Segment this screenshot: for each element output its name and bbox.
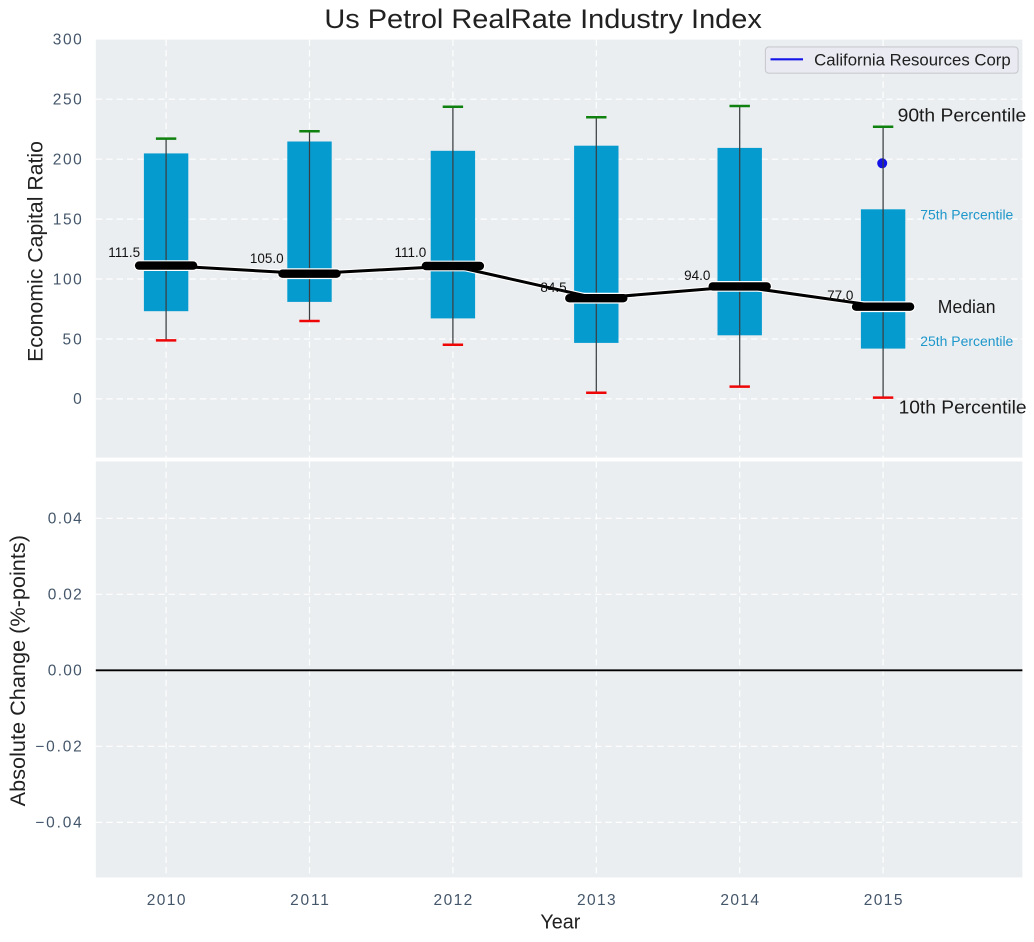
svg-text:0.00: 0.00 xyxy=(48,663,82,680)
svg-text:111.0: 111.0 xyxy=(395,245,427,260)
svg-text:0: 0 xyxy=(73,391,82,408)
svg-text:84.5: 84.5 xyxy=(540,280,566,295)
svg-text:Absolute Change (%-points): Absolute Change (%-points) xyxy=(7,535,30,806)
svg-text:25th Percentile: 25th Percentile xyxy=(920,334,1013,349)
svg-text:10th Percentile: 10th Percentile xyxy=(899,398,1027,418)
svg-text:Year: Year xyxy=(540,912,580,934)
svg-text:300: 300 xyxy=(53,32,82,49)
svg-text:Economic Capital Ratio: Economic Capital Ratio xyxy=(24,141,47,362)
svg-text:Us Petrol RealRate Industry In: Us Petrol RealRate Industry Index xyxy=(324,4,762,34)
svg-text:105.0: 105.0 xyxy=(250,251,284,266)
svg-text:75th Percentile: 75th Percentile xyxy=(920,208,1013,223)
svg-text:−0.04: −0.04 xyxy=(35,815,82,832)
svg-text:Median: Median xyxy=(938,297,996,317)
svg-text:150: 150 xyxy=(53,211,82,228)
svg-text:100: 100 xyxy=(53,271,82,288)
svg-text:2010: 2010 xyxy=(147,892,186,909)
svg-text:2011: 2011 xyxy=(290,892,329,909)
svg-text:50: 50 xyxy=(63,331,83,348)
svg-text:2013: 2013 xyxy=(577,892,616,909)
svg-text:90th Percentile: 90th Percentile xyxy=(898,106,1027,126)
svg-text:2012: 2012 xyxy=(434,892,473,909)
svg-text:77.0: 77.0 xyxy=(827,288,853,303)
svg-text:−0.02: −0.02 xyxy=(35,739,82,756)
svg-text:0.04: 0.04 xyxy=(48,511,82,528)
svg-text:0.02: 0.02 xyxy=(48,587,82,604)
svg-text:111.5: 111.5 xyxy=(108,245,140,260)
svg-text:200: 200 xyxy=(53,152,82,169)
svg-text:250: 250 xyxy=(53,92,82,109)
svg-text:California Resources Corp: California Resources Corp xyxy=(814,51,1011,69)
svg-text:2015: 2015 xyxy=(864,892,903,909)
svg-text:94.0: 94.0 xyxy=(684,268,710,283)
svg-text:2014: 2014 xyxy=(720,892,759,909)
